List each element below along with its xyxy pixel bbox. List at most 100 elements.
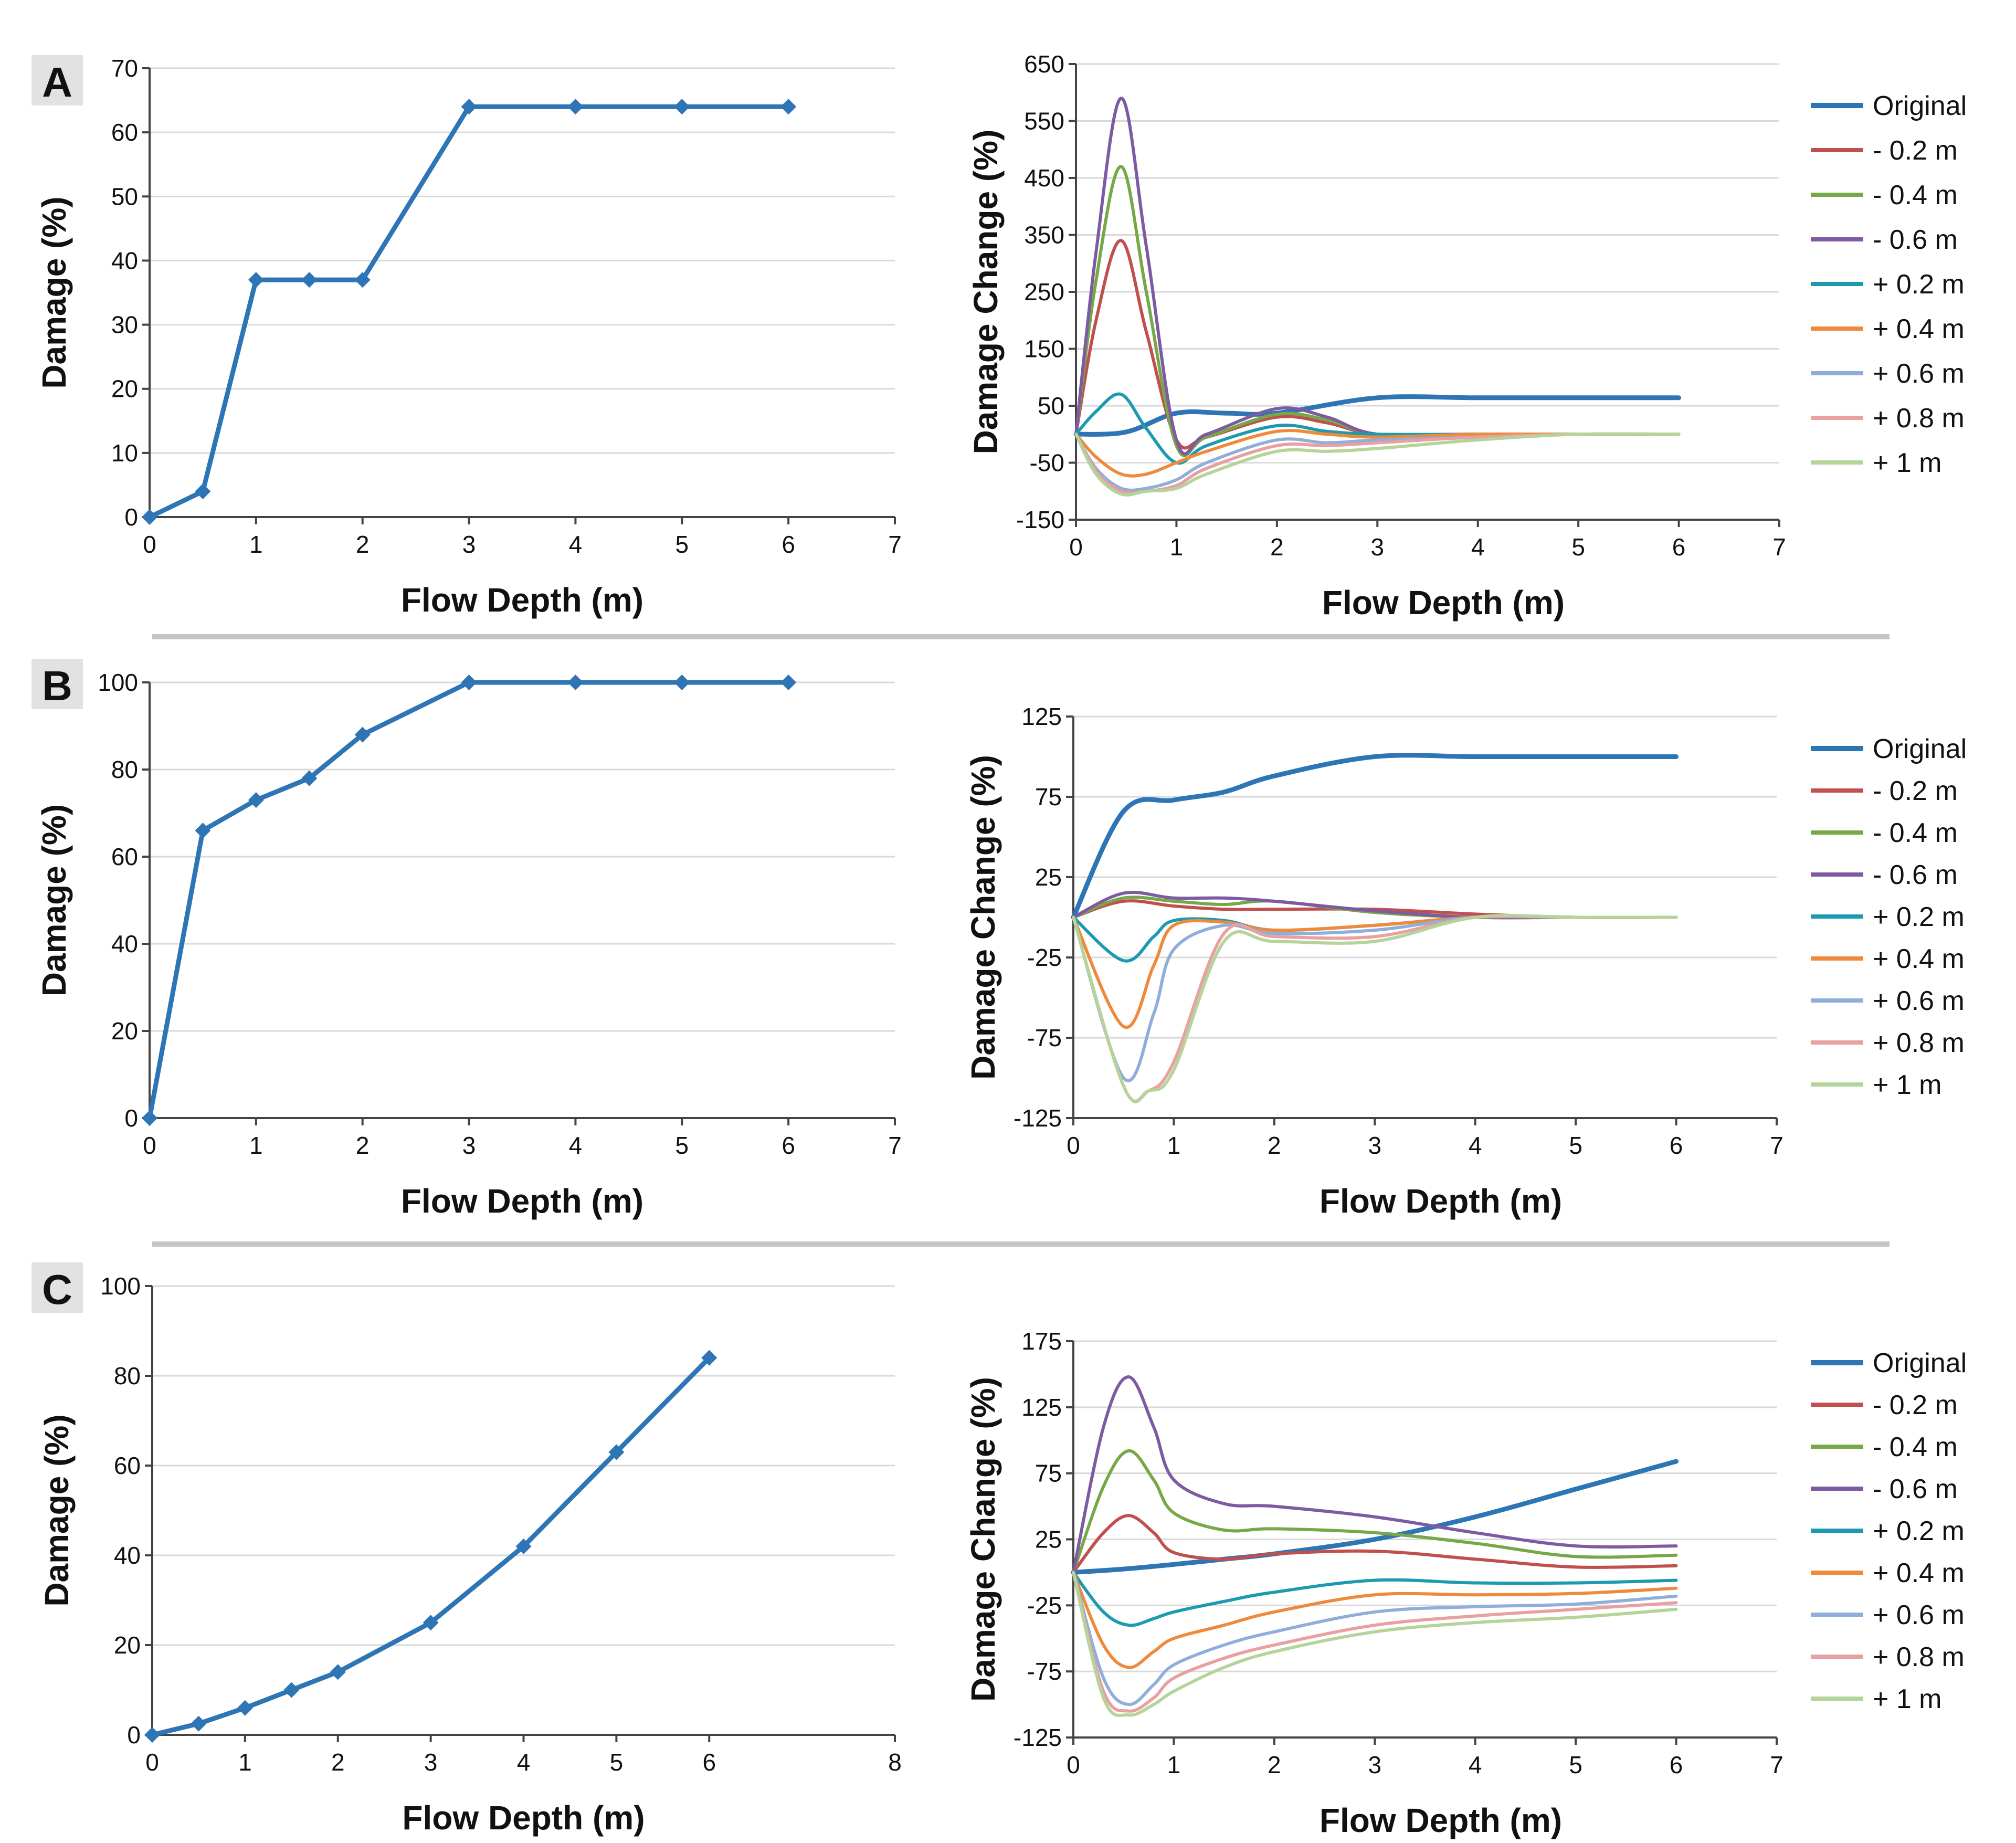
x-tick-label: 5	[675, 531, 689, 558]
x-tick-label: 7	[1770, 1132, 1783, 1159]
y-tick-label: 125	[1021, 1394, 1062, 1421]
x-axis-label: Flow Depth (m)	[402, 1799, 645, 1837]
y-tick-label: 40	[111, 247, 138, 274]
y-tick-label: 0	[127, 1721, 141, 1749]
x-tick-label: 6	[1672, 533, 1686, 561]
y-tick-label: -50	[1030, 449, 1064, 477]
x-tick-label: 6	[782, 1132, 795, 1159]
x-axis-label: Flow Depth (m)	[401, 1182, 643, 1220]
y-tick-label: 20	[114, 1631, 141, 1659]
x-tick-label: 0	[1067, 1132, 1080, 1159]
x-tick-label: 7	[1772, 533, 1786, 561]
x-tick-label: 2	[356, 531, 370, 558]
x-tick-label: 6	[1670, 1132, 1683, 1159]
y-tick-label: 75	[1035, 783, 1062, 810]
data-point-marker	[354, 272, 371, 288]
x-tick-label: 2	[331, 1749, 345, 1776]
chart-c-right: -125 -75 -25 25 75 125 175 0 1 2 3 4 5 6 7 Flow Depth (…	[964, 1328, 1967, 1839]
data-point-marker	[780, 675, 797, 690]
x-tick-label: 5	[1571, 533, 1585, 561]
data-point-marker	[248, 272, 264, 288]
legend-label: - 0.6 m	[1873, 1474, 1958, 1504]
legend-label: - 0.2 m	[1873, 135, 1958, 166]
y-tick-label: -125	[1014, 1724, 1062, 1751]
data-point-marker	[301, 770, 318, 786]
panel-label-c: C	[31, 1262, 83, 1313]
series-line	[1072, 1449, 1678, 1574]
data-point-marker	[301, 272, 318, 288]
y-tick-label: 175	[1021, 1328, 1062, 1355]
y-axis-label: Damage (%)	[35, 196, 73, 388]
x-tick-label: 2	[356, 1132, 370, 1159]
legend-label: + 0.2 m	[1873, 902, 1965, 932]
data-point-marker	[195, 823, 211, 839]
x-tick-label: 3	[462, 1132, 476, 1159]
panel-label-a: A	[31, 55, 83, 106]
x-tick-label: 3	[1370, 533, 1384, 561]
x-tick-label: 4	[1471, 533, 1485, 561]
data-point-marker	[567, 99, 584, 115]
series-line	[1072, 896, 1678, 920]
legend-label: + 0.4 m	[1873, 1558, 1965, 1588]
panel-label-b: B	[31, 659, 83, 709]
series-line	[1074, 165, 1681, 457]
data-point-marker	[567, 675, 584, 690]
y-tick-label: 50	[1038, 392, 1064, 419]
y-axis-label: Damage Change (%)	[967, 130, 1005, 455]
y-tick-label: 60	[114, 1452, 141, 1479]
x-tick-label: 7	[888, 1132, 902, 1159]
x-tick-label: 1	[249, 531, 263, 558]
data-point-marker	[674, 99, 690, 115]
x-tick-label: 4	[1469, 1751, 1482, 1778]
y-axis-label: Damage (%)	[35, 804, 73, 996]
series-line	[1072, 1375, 1678, 1574]
y-tick-label: 40	[114, 1542, 141, 1569]
series-line	[1071, 753, 1679, 920]
x-tick-label: 8	[888, 1749, 902, 1776]
y-tick-label: 550	[1024, 108, 1064, 135]
series-line	[1074, 239, 1681, 450]
y-tick-label: 75	[1035, 1460, 1062, 1487]
legend-label: + 0.8 m	[1873, 403, 1965, 434]
legend-label: + 1 m	[1873, 1684, 1942, 1714]
x-tick-label: 1	[1167, 1132, 1181, 1159]
legend-label: Original	[1873, 734, 1967, 764]
x-tick-label: 4	[569, 1132, 583, 1159]
legend-label: + 0.6 m	[1873, 986, 1965, 1016]
y-tick-label: 450	[1024, 164, 1064, 192]
x-tick-label: 2	[1268, 1751, 1281, 1778]
x-tick-label: 2	[1268, 1132, 1281, 1159]
chart-b-right: -125 -75 -25 25 75 125 0 1 2 3 4 5 6 7 Flow Depth (m) D…	[964, 703, 1967, 1220]
data-point-marker	[701, 1350, 717, 1366]
x-axis-label: Flow Depth (m)	[1320, 1802, 1562, 1839]
data-point-marker	[461, 675, 477, 690]
legend-label: - 0.4 m	[1873, 180, 1958, 210]
series-line	[1072, 1571, 1678, 1627]
svg-text:A: A	[42, 59, 72, 106]
y-tick-label: 50	[111, 183, 138, 210]
legend-label: + 0.8 m	[1873, 1028, 1965, 1058]
y-tick-label: 30	[111, 311, 138, 339]
data-point-marker	[191, 1715, 207, 1732]
series-line	[147, 104, 791, 520]
svg-text:C: C	[42, 1266, 72, 1313]
data-point-marker	[248, 792, 264, 808]
y-tick-label: 150	[1024, 335, 1064, 363]
x-tick-label: 4	[517, 1749, 531, 1776]
y-tick-label: 650	[1024, 50, 1064, 78]
y-tick-label: 40	[111, 930, 138, 957]
x-tick-label: 1	[1167, 1751, 1181, 1778]
x-tick-label: 3	[1368, 1751, 1381, 1778]
y-tick-label: 100	[100, 1272, 141, 1300]
legend-label: + 0.4 m	[1873, 314, 1965, 344]
data-point-marker	[780, 99, 797, 115]
data-point-marker	[674, 675, 690, 690]
data-point-marker	[330, 1664, 346, 1680]
data-point-marker	[423, 1615, 439, 1631]
chart-a-right: -150 -50 50 150 250 350 450 550 650 0 1 2 3 4 5 6 7 Flow …	[967, 50, 1967, 622]
y-tick-label: 25	[1035, 1526, 1062, 1553]
data-point-marker	[354, 726, 371, 743]
